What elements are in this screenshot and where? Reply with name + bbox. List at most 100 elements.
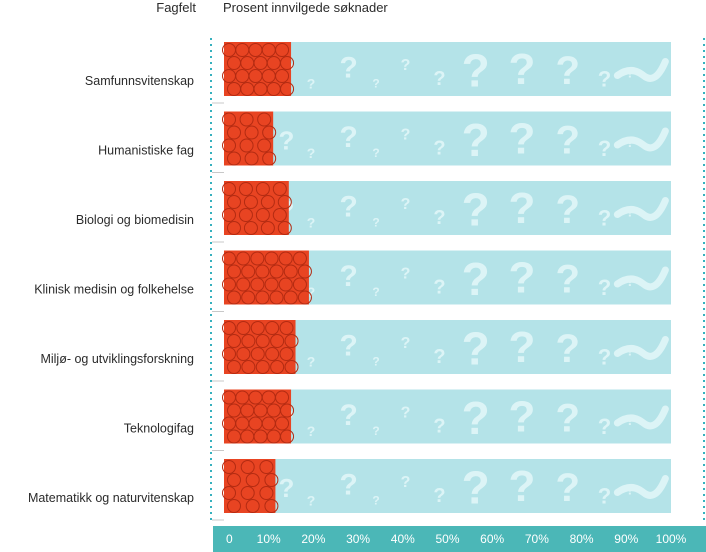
- bars: ????????????????????????????????????????…: [222, 42, 671, 513]
- svg-text:?: ?: [340, 330, 358, 363]
- svg-text:?: ?: [372, 354, 379, 368]
- svg-text:?: ?: [462, 183, 490, 235]
- svg-text:?: ?: [401, 474, 411, 491]
- svg-text:?: ?: [462, 44, 490, 96]
- svg-text:?: ?: [555, 49, 579, 93]
- svg-text:?: ?: [279, 473, 295, 503]
- x-tick-label: 20%: [301, 532, 325, 546]
- x-axis-band: [213, 526, 706, 552]
- svg-text:?: ?: [372, 285, 379, 299]
- svg-text:?: ?: [372, 146, 379, 160]
- category-label: Humanistiske fag: [98, 144, 194, 158]
- svg-text:?: ?: [340, 121, 358, 154]
- svg-text:?: ?: [401, 196, 411, 213]
- svg-text:?: ?: [598, 275, 611, 300]
- svg-text:?: ?: [462, 461, 490, 513]
- coin-texture: [222, 390, 295, 444]
- svg-text:?: ?: [555, 327, 579, 371]
- x-tick-label: 60%: [480, 532, 504, 546]
- x-tick-label: 40%: [391, 532, 415, 546]
- svg-text:?: ?: [509, 254, 536, 303]
- bar-funded: [224, 250, 309, 305]
- coin-texture: [222, 321, 299, 374]
- svg-text:?: ?: [307, 214, 316, 230]
- bar-track: [224, 459, 671, 513]
- svg-text:?: ?: [340, 52, 358, 85]
- question-mark-decoration: ???????????: [279, 461, 669, 513]
- svg-text:?: ?: [509, 184, 536, 233]
- svg-text:?: ?: [401, 405, 411, 422]
- bar-track: [224, 181, 671, 235]
- category-label: Samfunnsvitenskap: [85, 74, 194, 88]
- svg-text:?: ?: [307, 423, 316, 439]
- svg-text:?: ?: [340, 399, 358, 432]
- svg-text:?: ?: [372, 424, 379, 438]
- svg-text:?: ?: [433, 277, 445, 299]
- svg-text:?: ?: [555, 188, 579, 232]
- svg-text:?: ?: [307, 75, 316, 91]
- svg-text:?: ?: [340, 469, 358, 502]
- svg-text:?: ?: [433, 346, 445, 368]
- svg-text:?: ?: [598, 136, 611, 161]
- svg-text:?: ?: [372, 76, 379, 90]
- svg-text:?: ?: [307, 353, 316, 369]
- svg-text:?: ?: [598, 66, 611, 91]
- bar-track: [224, 42, 671, 96]
- svg-text:?: ?: [555, 397, 579, 441]
- svg-text:?: ?: [509, 462, 536, 511]
- coin-texture: [222, 460, 279, 513]
- svg-text:?: ?: [433, 416, 445, 438]
- svg-text:?: ?: [433, 68, 445, 90]
- svg-text:?: ?: [433, 207, 445, 229]
- svg-text:?: ?: [401, 266, 411, 283]
- svg-text:?: ?: [555, 466, 579, 510]
- svg-text:?: ?: [401, 335, 411, 352]
- svg-text:?: ?: [433, 138, 445, 160]
- x-tick-label: 100%: [656, 532, 687, 546]
- category-label: Klinisk medisin og folkehelse: [34, 283, 194, 297]
- svg-text:?: ?: [279, 125, 295, 155]
- svg-text:?: ?: [462, 322, 490, 374]
- svg-text:?: ?: [307, 145, 316, 161]
- category-label: Teknologifag: [124, 422, 194, 436]
- x-tick-label: 70%: [525, 532, 549, 546]
- svg-text:?: ?: [509, 45, 536, 94]
- svg-text:?: ?: [372, 215, 379, 229]
- svg-text:?: ?: [509, 393, 536, 442]
- bar-track: [224, 389, 671, 444]
- svg-text:?: ?: [509, 323, 536, 372]
- svg-text:?: ?: [433, 485, 445, 507]
- field-axis-header: Fagfelt: [156, 0, 196, 15]
- question-mark-decoration: ???????????: [279, 253, 669, 305]
- coin-texture: [222, 182, 292, 235]
- category-label: Biologi og biomedisin: [76, 213, 194, 227]
- value-axis-header: Prosent innvilgede søknader: [223, 0, 388, 15]
- svg-text:?: ?: [598, 483, 611, 508]
- svg-text:?: ?: [462, 114, 490, 166]
- svg-text:?: ?: [555, 119, 579, 163]
- svg-text:?: ?: [401, 57, 411, 74]
- svg-text:?: ?: [598, 414, 611, 439]
- x-tick-label: 10%: [257, 532, 281, 546]
- coin-texture: [222, 112, 277, 166]
- svg-text:?: ?: [307, 284, 316, 300]
- svg-text:?: ?: [462, 253, 490, 305]
- question-mark-decoration: ???????????: [279, 114, 669, 166]
- svg-text:?: ?: [340, 191, 358, 224]
- svg-text:?: ?: [555, 258, 579, 302]
- x-axis-ticks: 0 10% 20% 30% 40% 50% 60% 70% 80% 90% 100%: [226, 532, 687, 546]
- category-label: Miljø- og utviklingsforskning: [40, 352, 194, 366]
- x-tick-label: 50%: [435, 532, 459, 546]
- bar-track: [224, 320, 671, 374]
- x-tick-label: 80%: [570, 532, 594, 546]
- category-label: Matematikk og naturvitenskap: [28, 491, 194, 505]
- svg-text:?: ?: [509, 115, 536, 164]
- coin-texture: [222, 251, 312, 305]
- svg-text:?: ?: [401, 127, 411, 144]
- svg-text:?: ?: [307, 492, 316, 508]
- x-tick-label: 90%: [614, 532, 638, 546]
- svg-text:?: ?: [598, 205, 611, 230]
- x-tick-label: 30%: [346, 532, 370, 546]
- svg-text:?: ?: [372, 493, 379, 507]
